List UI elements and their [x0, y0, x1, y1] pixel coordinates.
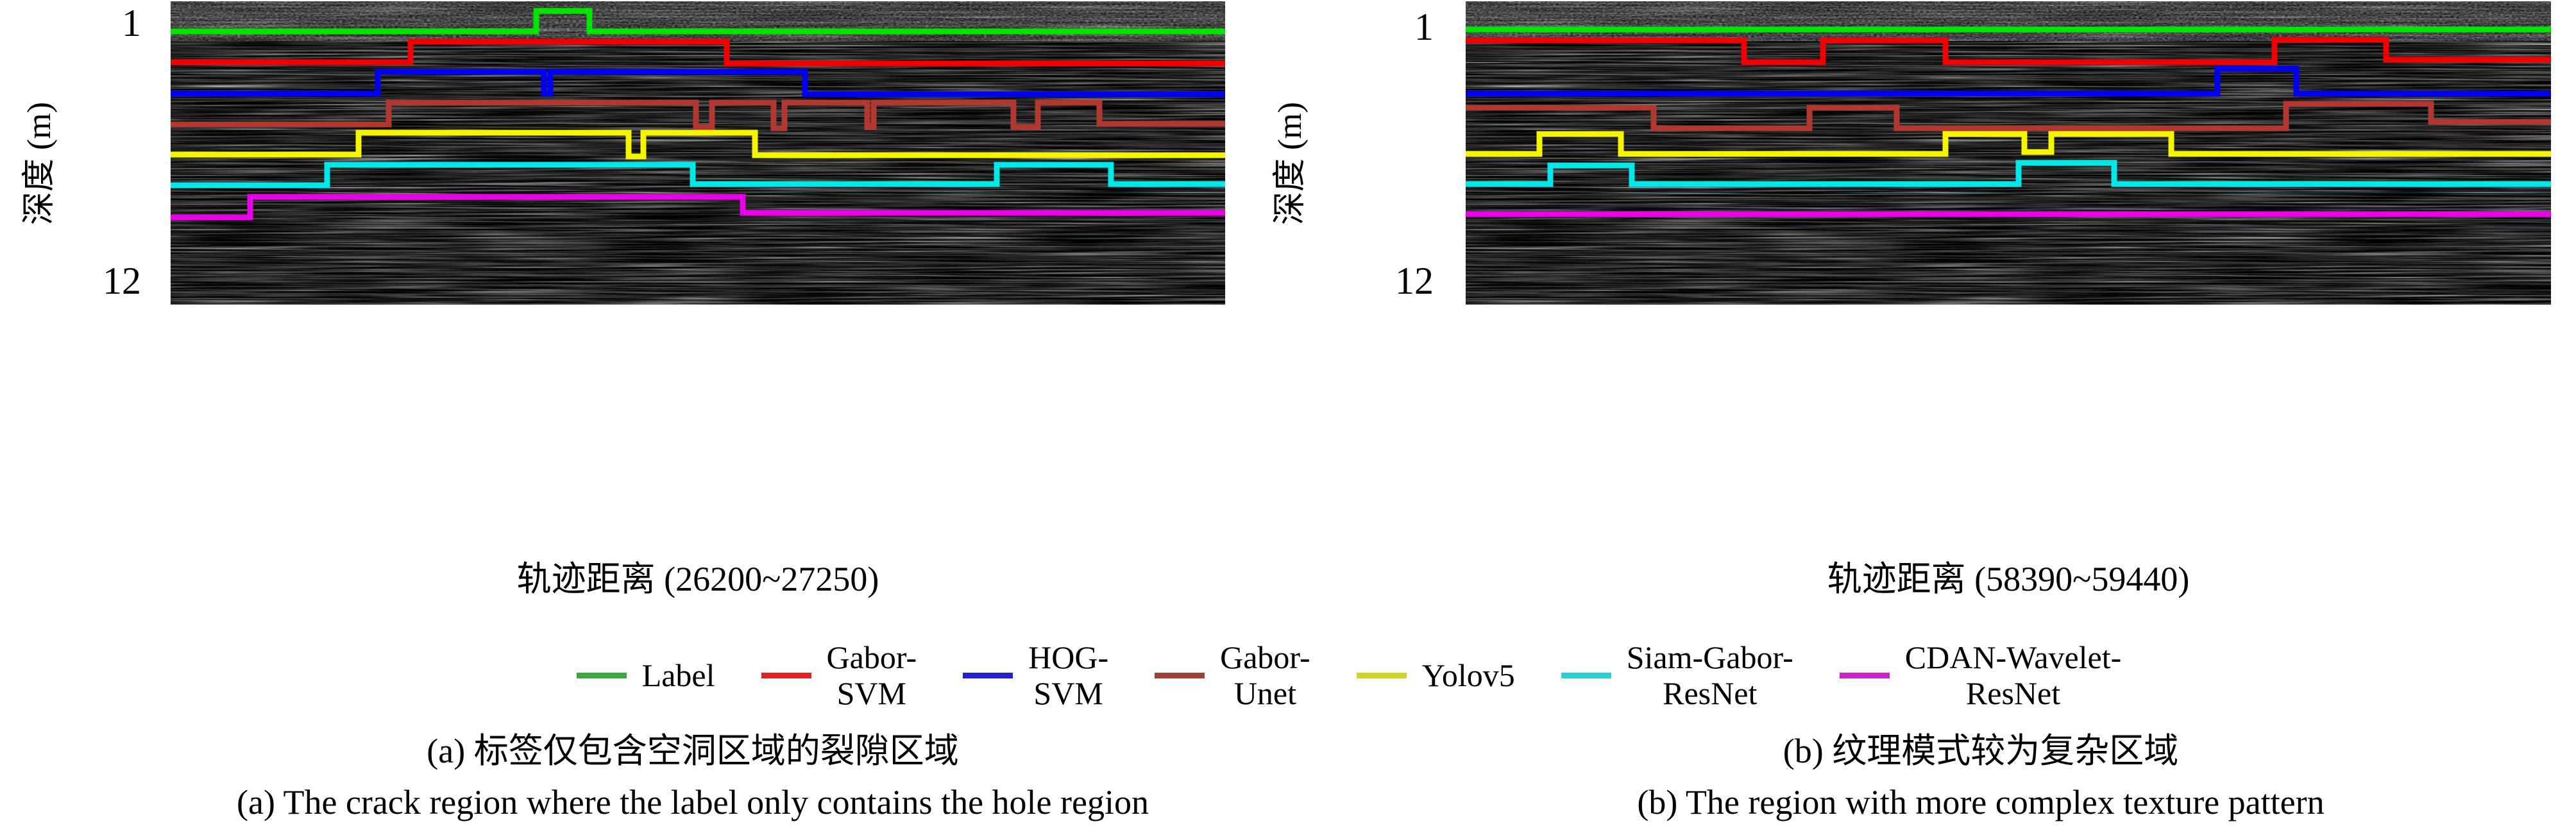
gpr-image-b: [1466, 1, 2551, 305]
overlay-line-hog-svm-a: [171, 69, 1225, 97]
legend-item-siam-gabor-resnet: Siam-Gabor- ResNet: [1561, 639, 1793, 711]
legend-swatch-gabor-unet: [1155, 672, 1205, 678]
overlay-lines-a: [171, 8, 1225, 221]
overlay-line-hog-svm-b: [1466, 65, 2551, 97]
legend-item-hog-svm: HOG- SVM: [963, 639, 1108, 711]
overlay-line-cdan-wavelet-resnet-a: [171, 194, 1225, 221]
legend: Label Gabor- SVM HOG- SVM Gabor- Unet Yolov5…: [0, 621, 2576, 730]
legend-item-yolov5: Yolov5: [1356, 657, 1515, 693]
legend-label-hog-svm: HOG- SVM: [1028, 639, 1109, 711]
gpr-image-a: [171, 1, 1225, 305]
overlay-line-yolov5-b: [1466, 131, 2551, 157]
overlay-line-yolov5-a: [171, 130, 1225, 160]
legend-swatch-gabor-svm: [761, 672, 811, 678]
legend-label-siam-gabor-resnet: Siam-Gabor- ResNet: [1626, 639, 1793, 711]
y-axis-tick-top-a: 1: [122, 2, 141, 44]
legend-swatch-hog-svm: [963, 672, 1013, 678]
overlay-line-gabor-unet-a: [171, 99, 1225, 131]
y-axis-tick-bottom-a: 12: [103, 260, 141, 302]
caption-en-a: (a) The crack region where the label onl…: [237, 783, 1149, 821]
legend-swatch-cdan-wavelet-resnet: [1839, 672, 1890, 678]
y-axis-label-a: 深度 (m): [21, 101, 58, 226]
overlay-line-gabor-svm-a: [171, 38, 1225, 67]
legend-label-label: Label: [641, 657, 715, 693]
legend-swatch-yolov5: [1356, 672, 1407, 678]
legend-item-gabor-unet: Gabor- Unet: [1155, 639, 1310, 711]
x-axis-label-a: 轨迹距离 (26200~27250): [516, 560, 879, 598]
legend-item-gabor-svm: Gabor- SVM: [761, 639, 917, 711]
overlay-line-gabor-unet-b: [1466, 101, 2551, 131]
legend-item-label: Label: [576, 657, 715, 693]
overlay-lines-b: [1466, 26, 2551, 217]
caption-zh-a: (a) 标签仅包含空洞区域的裂隙区域: [427, 732, 959, 770]
legend-item-cdan-wavelet-resnet: CDAN-Wavelet- ResNet: [1839, 639, 2122, 711]
overlay-line-siam-gabor-resnet-a: [171, 162, 1225, 189]
x-axis-label-b: 轨迹距离 (58390~59440): [1827, 560, 2190, 598]
legend-swatch-label: [576, 672, 627, 678]
overlay-line-siam-gabor-resnet-b: [1466, 160, 2551, 187]
legend-swatch-siam-gabor-resnet: [1561, 672, 1611, 678]
gpr-noise-band-b: [1466, 1, 2551, 41]
gpr-noise-band-a: [171, 1, 1225, 41]
y-axis-label-b: 深度 (m): [1272, 101, 1309, 226]
caption-en-b: (b) The region with more complex texture…: [1637, 783, 2325, 821]
caption-zh-b: (b) 纹理模式较为复杂区域: [1783, 732, 2179, 770]
legend-label-gabor-unet: Gabor- Unet: [1220, 639, 1310, 711]
legend-label-cdan-wavelet-resnet: CDAN-Wavelet- ResNet: [1904, 639, 2122, 711]
overlay-line-gabor-svm-b: [1466, 37, 2551, 65]
y-axis-tick-bottom-b: 12: [1395, 260, 1434, 302]
legend-label-gabor-svm: Gabor- SVM: [826, 639, 917, 711]
y-axis-tick-top-b: 1: [1414, 6, 1434, 48]
overlay-line-label-a: [171, 8, 1225, 35]
legend-label-yolov5: Yolov5: [1421, 657, 1515, 693]
